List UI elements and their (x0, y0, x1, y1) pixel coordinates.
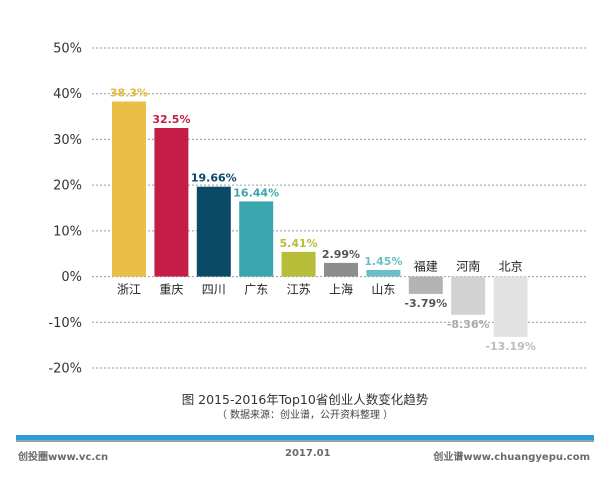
category-label: 重庆 (159, 283, 183, 297)
category-label: 山东 (371, 283, 395, 297)
bar (281, 251, 316, 277)
data-label: -3.79% (404, 297, 447, 310)
footer-source-right: 创业谱www.chuangyepu.com (433, 452, 590, 463)
data-label: 5.41% (280, 237, 318, 250)
data-label: 1.45% (364, 255, 402, 268)
footer-date: 2017.01 (285, 448, 331, 459)
data-label: -13.19% (485, 340, 535, 353)
chart-subtitle: （ 数据来源：创业谱，公开资料整理 ） (216, 410, 394, 421)
category-label: 浙江 (117, 283, 141, 297)
data-label: 38.3% (110, 86, 148, 99)
y-tick-label: 50% (53, 42, 82, 57)
bar (112, 101, 146, 277)
y-tick-label: 20% (53, 179, 82, 194)
footer-source-left: 创投圈www.vc.cn (18, 452, 109, 463)
footer-divider-blue (16, 435, 594, 440)
bar (324, 262, 358, 277)
bar (154, 128, 189, 277)
category-label: 上海 (329, 282, 353, 297)
bar (408, 276, 443, 294)
data-label: -8.36% (447, 318, 490, 331)
bar (451, 276, 486, 315)
data-label: 32.5% (152, 113, 190, 126)
chart-title: 图 2015-2016年Top10省创业人数变化趋势 (181, 392, 429, 407)
category-label: 广东 (244, 283, 268, 297)
y-tick-label: -20% (48, 362, 82, 377)
bar (366, 269, 401, 277)
footer-divider-gray (16, 440, 594, 442)
y-tick-label: 10% (53, 224, 82, 239)
category-label: 福建 (414, 259, 438, 274)
y-tick-label: -10% (48, 316, 82, 331)
data-label: 16.44% (233, 186, 279, 199)
category-label: 北京 (499, 260, 523, 274)
bar (493, 276, 528, 337)
bar (239, 201, 274, 277)
y-tick-label: 40% (53, 87, 82, 102)
y-tick-label: 30% (53, 133, 82, 148)
category-label: 江苏 (287, 283, 311, 297)
category-label: 河南 (456, 259, 480, 274)
data-label: 19.66% (191, 172, 237, 185)
bar (196, 186, 231, 277)
data-label: 2.99% (322, 248, 360, 261)
category-label: 四川 (202, 283, 226, 297)
y-tick-label: 0% (61, 270, 82, 285)
